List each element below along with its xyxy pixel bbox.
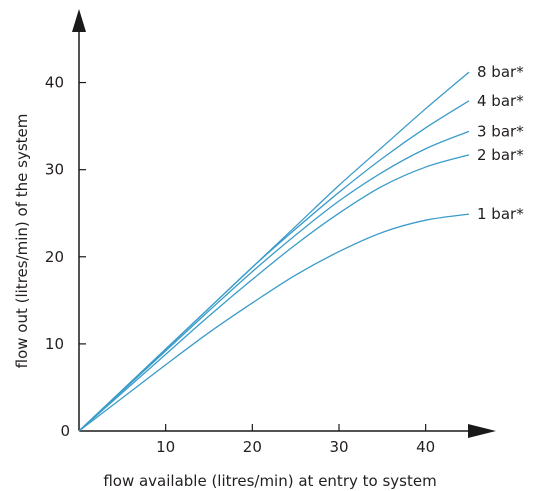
series-line-4 [78, 154, 470, 432]
series-label-5: 1 bar* [477, 205, 524, 223]
x-axis-label: flow available (litres/min) at entry to … [103, 472, 436, 490]
series-label-3: 3 bar* [477, 122, 524, 140]
x-tick-label: 20 [243, 438, 262, 456]
x-tick-label: 30 [329, 438, 348, 456]
y-axis-arrow [72, 9, 86, 32]
x-tick-label: 10 [156, 438, 175, 456]
series-line-3 [78, 130, 470, 432]
y-axis-label: flow out (litres/min) of the system [13, 114, 31, 369]
y-tick-label: 10 [45, 335, 64, 353]
series-labels: 8 bar* 4 bar* 3 bar* 2 bar* 1 bar* [477, 63, 524, 223]
y-tick-label: 20 [45, 248, 64, 266]
x-tick-label: 40 [416, 438, 435, 456]
y-tick-label: 40 [45, 74, 64, 92]
x-axis-arrow [468, 424, 496, 438]
axes [72, 9, 496, 438]
series-label-2: 4 bar* [477, 92, 524, 110]
y-axis-ticks: 0 10 20 30 40 [45, 74, 86, 440]
x-axis-ticks: 10 20 30 40 [156, 424, 435, 456]
series-label-1: 8 bar* [477, 63, 524, 81]
series-lines [78, 71, 470, 432]
series-line-2 [78, 100, 470, 432]
series-label-4: 2 bar* [477, 146, 524, 164]
series-line-5 [78, 213, 470, 432]
y-tick-label: 30 [45, 161, 64, 179]
y-tick-label: 0 [60, 422, 70, 440]
